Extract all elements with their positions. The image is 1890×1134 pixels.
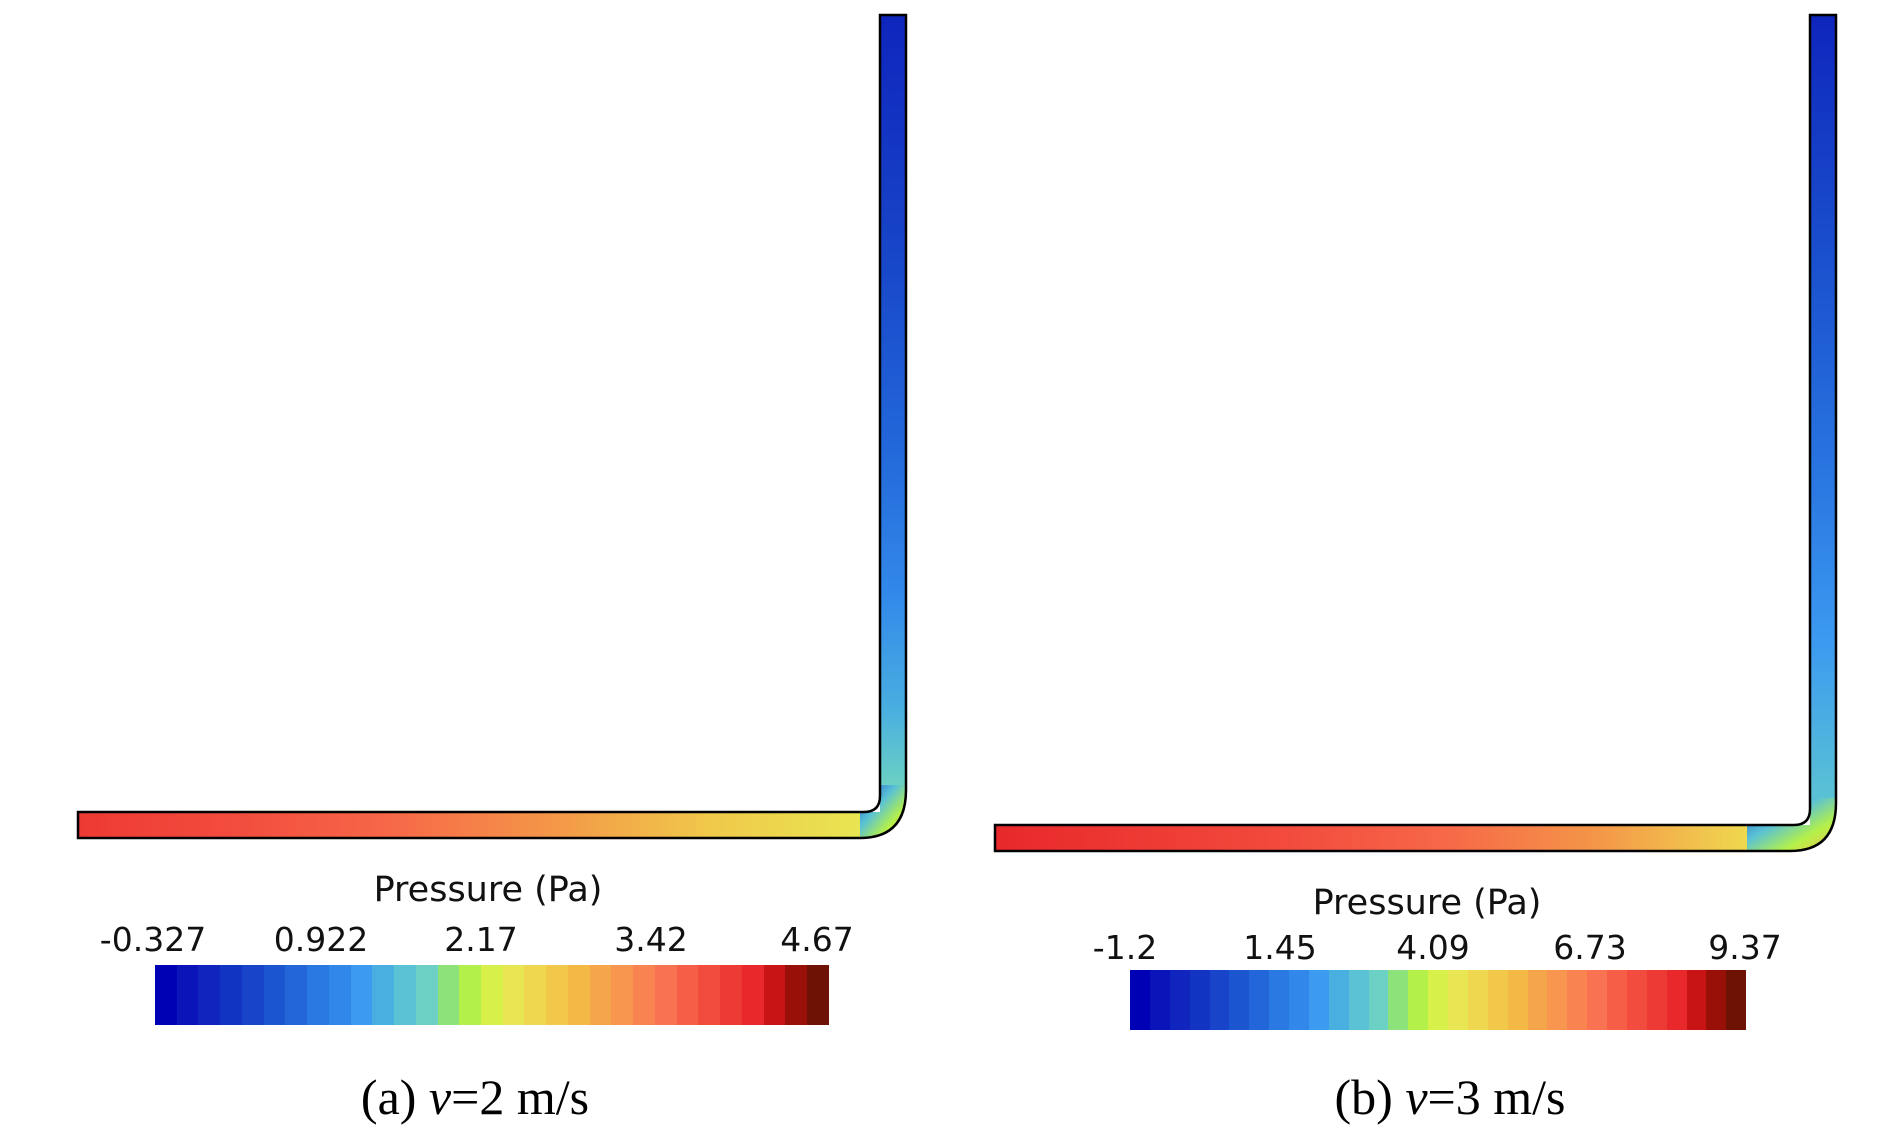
- colorbar-segment: [546, 965, 568, 1025]
- colorbar-segment: [1149, 970, 1170, 1030]
- pipe-contour-b: [993, 13, 1838, 853]
- colorbar-segment: [328, 965, 351, 1025]
- vertical-pipe-a: [880, 15, 906, 785]
- colorbar-segment: [1527, 970, 1548, 1030]
- colorbar-segment: [307, 965, 329, 1025]
- colorbar-segment: [763, 965, 786, 1025]
- colorbar-segment: [1189, 970, 1210, 1030]
- tick-label-b-1: 1.45: [1243, 928, 1317, 967]
- colorbar-segment: [459, 965, 482, 1025]
- caption-prefix-b: (b): [1334, 1069, 1406, 1125]
- colorbar-segment: [1249, 970, 1270, 1030]
- colorbar-segment: [589, 965, 612, 1025]
- colorbar-segment: [676, 965, 699, 1025]
- colorbar-segment: [285, 965, 308, 1025]
- colorbar-segment: [1209, 970, 1230, 1030]
- colorbar-segment: [611, 965, 634, 1025]
- colorbar-segment: [1308, 970, 1329, 1030]
- colorbar-segment: [176, 965, 199, 1025]
- pipe-contour-a: [76, 13, 908, 840]
- colorbar-segment: [1686, 970, 1707, 1030]
- horizontal-pipe-a: [78, 812, 864, 838]
- colorbar-segment: [720, 965, 742, 1025]
- colorbar-segment: [785, 965, 808, 1025]
- colorbar-segment: [1130, 970, 1150, 1030]
- panel-a: Pressure (Pa) -0.327 0.922 2.17 3.42 4.6…: [76, 13, 908, 1126]
- colorbar-segment: [394, 965, 416, 1025]
- colorbar-segment: [654, 965, 677, 1025]
- caption-var-b: v: [1405, 1069, 1428, 1125]
- tick-label-b-4: 9.37: [1708, 928, 1782, 967]
- colorbar-segment: [1487, 970, 1508, 1030]
- colorbar-segment: [633, 965, 655, 1025]
- colorbar-segment: [1646, 970, 1667, 1030]
- colorbar-segment: [263, 965, 286, 1025]
- tick-label-a-0: -0.327: [99, 920, 207, 959]
- colorbar-segment: [1229, 970, 1250, 1030]
- colorbar-a: [155, 965, 829, 1025]
- colorbar-segment: [1169, 970, 1190, 1030]
- colorbar-segment: [1388, 970, 1409, 1030]
- colorbar-segment: [1726, 970, 1747, 1030]
- colorbar-segment: [1666, 970, 1687, 1030]
- colorbar-segment: [698, 965, 721, 1025]
- colorbar-segment: [155, 965, 177, 1025]
- legend-title-a: Pressure (Pa): [373, 870, 603, 910]
- caption-suffix-b: =3 m/s: [1427, 1069, 1566, 1125]
- caption-prefix-a: (a): [360, 1069, 429, 1125]
- caption-suffix-a: =2 m/s: [451, 1069, 590, 1125]
- colorbar-segment: [502, 965, 525, 1025]
- colorbar-segment: [741, 965, 764, 1025]
- colorbar-segment: [198, 965, 221, 1025]
- tick-label-b-3: 6.73: [1553, 928, 1627, 967]
- panel-b: Pressure (Pa) -1.2 1.45 4.09 6.73 9.37 (…: [945, 0, 1890, 1134]
- pipe-outline-b: [993, 13, 1838, 853]
- caption-b: (b) v=3 m/s: [1335, 1068, 1566, 1126]
- colorbar-segment: [524, 965, 547, 1025]
- colorbar-segment: [1428, 970, 1448, 1030]
- colorbar-segment: [415, 965, 438, 1025]
- colorbar-segment: [1289, 970, 1309, 1030]
- colorbar-segment: [567, 965, 590, 1025]
- pipe-bend-b: [1747, 798, 1836, 851]
- colorbar-segment: [481, 965, 503, 1025]
- colorbar-segment: [1547, 970, 1568, 1030]
- colorbar-segment: [1626, 970, 1647, 1030]
- colorbar-segment: [1587, 970, 1607, 1030]
- colorbar-segment: [220, 965, 242, 1025]
- tick-label-a-4: 4.67: [780, 920, 854, 959]
- colorbar-segment: [1348, 970, 1369, 1030]
- colorbar-segment: [1448, 970, 1468, 1030]
- colorbar-segment: [1368, 970, 1389, 1030]
- vertical-pipe-b: [1810, 15, 1836, 798]
- colorbar-segment: [437, 965, 460, 1025]
- tick-label-a-1: 0.922: [273, 920, 369, 959]
- tick-label-b-2: 4.09: [1396, 928, 1470, 967]
- colorbar-segment: [241, 965, 264, 1025]
- colorbar-segment: [1567, 970, 1588, 1030]
- colorbar-segment: [372, 965, 395, 1025]
- colorbar-segment: [1706, 970, 1727, 1030]
- horizontal-pipe-b: [995, 825, 1747, 851]
- colorbar-b: [1130, 970, 1747, 1030]
- legend-title-b: Pressure (Pa): [1312, 883, 1542, 923]
- colorbar-segment: [1269, 970, 1289, 1030]
- colorbar-segment: [350, 965, 373, 1025]
- caption-var-a: v: [428, 1069, 452, 1125]
- colorbar-segment: [807, 965, 829, 1025]
- pipe-outline-a: [76, 13, 908, 840]
- tick-label-a-2: 2.17: [444, 920, 518, 959]
- colorbar-segment: [1408, 970, 1429, 1030]
- colorbar-segment: [1467, 970, 1488, 1030]
- colorbar-segment: [1328, 970, 1349, 1030]
- caption-a: (a) v=2 m/s: [361, 1068, 589, 1126]
- tick-label-b-0: -1.2: [1092, 928, 1158, 967]
- colorbar-segment: [1607, 970, 1627, 1030]
- colorbar-segment: [1507, 970, 1528, 1030]
- tick-label-a-3: 3.42: [614, 920, 688, 959]
